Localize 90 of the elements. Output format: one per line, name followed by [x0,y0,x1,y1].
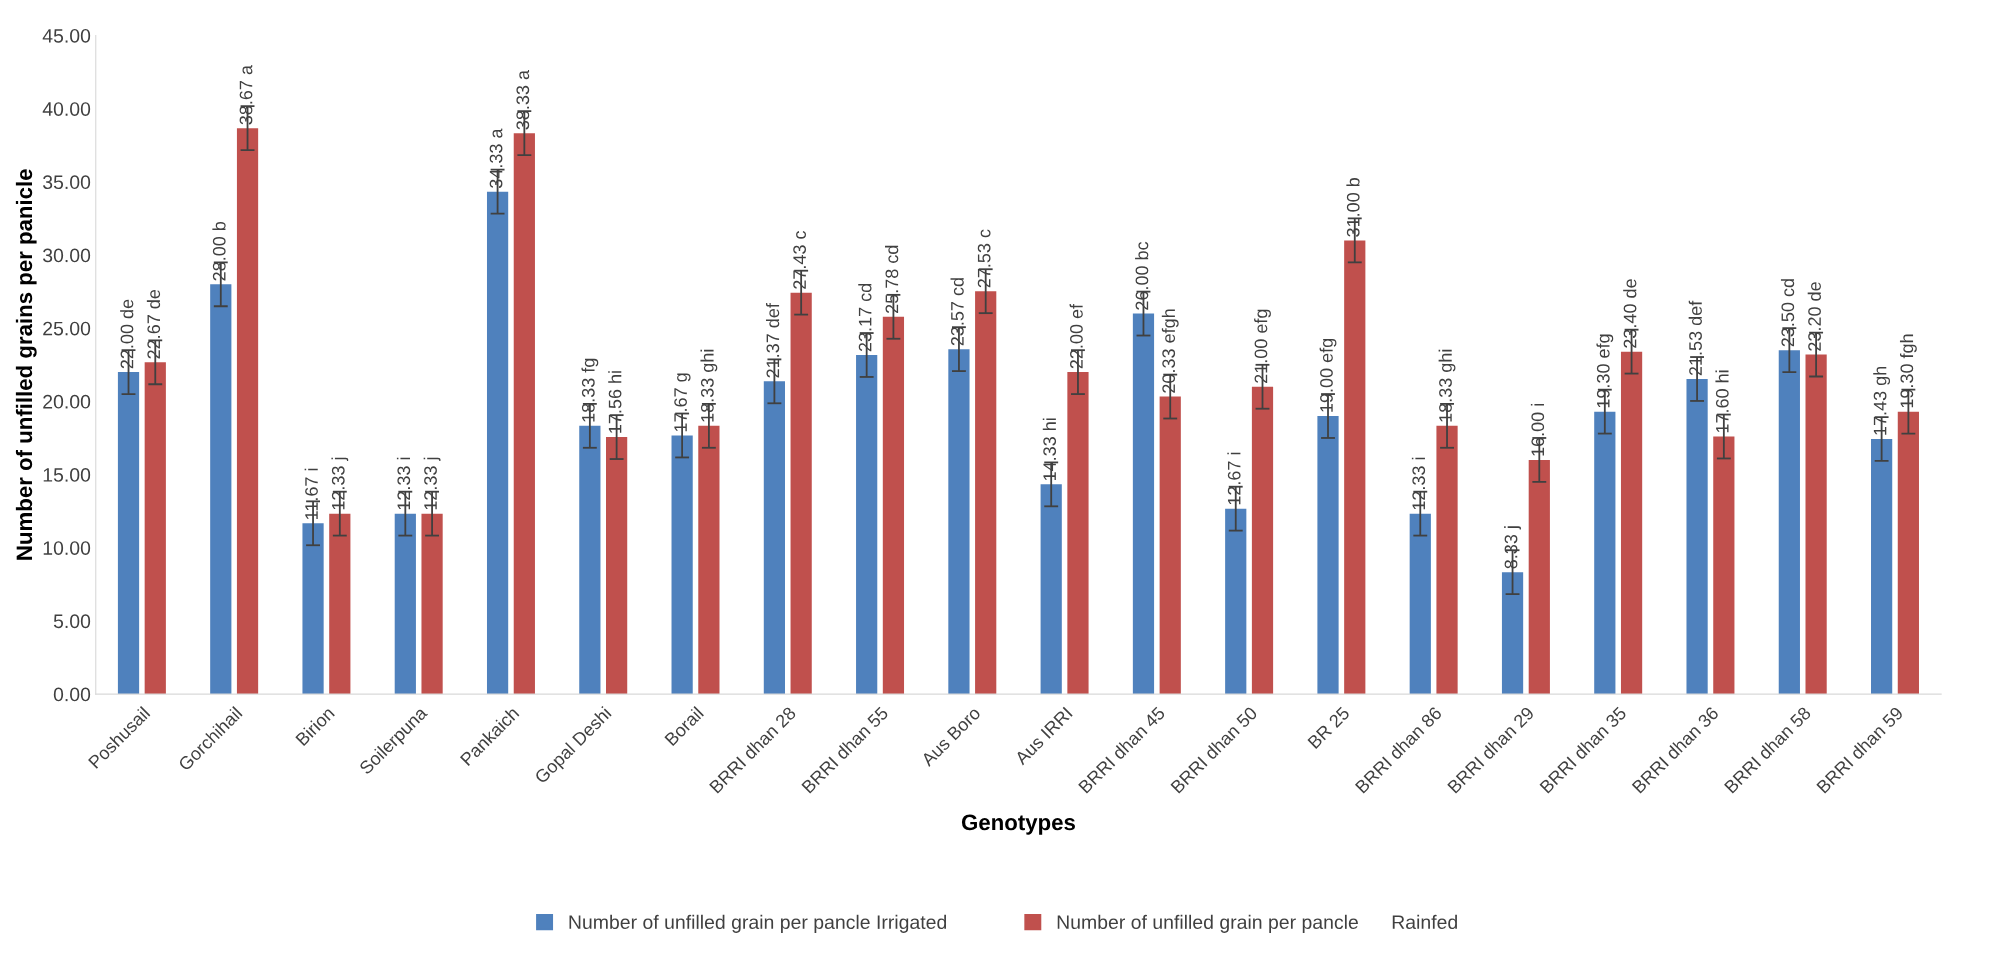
bar [394,513,416,695]
data-label: 19.30 efg [1596,334,1614,408]
data-label: 19.30 fgh [1899,334,1917,408]
y-tick-label: 15.00 [43,468,91,482]
data-label: 12.33 j [331,457,349,510]
data-label: 18.33 fg [581,358,599,422]
data-label: 23.17 cd [858,283,872,352]
bar [1805,354,1827,695]
data-label: 22.67 de [146,289,161,359]
y-tick-label: 45.00 [42,28,91,43]
bar [513,133,535,695]
data-label: 18.33 ghi [1438,349,1456,422]
bar [698,425,720,695]
bar [1251,386,1274,695]
bar [421,513,443,695]
data-label: 17.67 g [674,373,691,432]
bar [302,523,324,695]
bar [1871,439,1893,695]
legend-label: Number of unfilled grain per pancle Irrigated [569,914,947,933]
bar [975,291,997,695]
y-axis-title: Number of unfilled grains per panicle [15,169,37,560]
bar [1436,425,1458,695]
bar [1317,416,1339,695]
y-tick-label: 25.00 [43,321,91,336]
data-label: 27.53 c [977,229,991,288]
data-label: 23.20 de [1807,282,1821,351]
data-label: 16.00 i [1530,404,1545,456]
data-label: 14.33 hi [1042,418,1057,481]
bar [790,292,812,695]
data-label: 12.33 i [1411,457,1426,510]
legend-label: Number of unfilled grain per pancle Rainfed [1057,914,1457,933]
bar [486,191,509,695]
y-tick-label: 5.00 [53,614,91,629]
data-label: 21.53 def [1688,300,1702,376]
bar [1778,350,1800,695]
bar [1528,459,1550,695]
data-label: 12.33 j [423,457,441,510]
data-label: 31.00 b [1346,177,1360,237]
data-label: 21.00 efg [1254,309,1271,383]
data-label: 34.33 a [489,128,503,189]
y-tick-label: 35.00 [42,175,91,190]
data-label: 19.00 efg [1319,338,1337,412]
bar [210,284,232,695]
data-label: 23.57 cd [950,278,964,346]
bar [763,381,786,695]
data-label: 27.43 c [793,230,806,289]
bar [117,372,140,695]
data-label: 12.67 i [1227,452,1241,505]
bar [948,349,970,695]
y-tick-label: 20.00 [43,394,91,409]
bar [856,354,878,695]
data-label: 17.43 gh [1873,366,1891,435]
bar [671,435,693,695]
x-axis-title: Genotypes [961,814,1075,835]
bar [1344,240,1366,695]
bar [1897,411,1919,695]
data-label: 21.37 def [765,303,780,378]
bar [1409,513,1431,695]
bar [1040,484,1062,695]
y-tick-label: 40.00 [42,102,91,116]
bar [1067,372,1089,695]
bar [1225,508,1247,695]
bar [1132,313,1155,695]
data-label: 22.00 ef [1069,303,1083,369]
x-tick-label: BR 25 [1307,706,1351,749]
bar [144,362,166,695]
data-label: 23.40 de [1623,279,1637,348]
bar [606,437,628,695]
y-tick-label: 10.00 [43,541,91,555]
y-tick-label: 30.00 [42,248,91,263]
bar [579,425,601,695]
data-label: 17.60 hi [1715,370,1729,433]
bar [329,513,351,695]
bar [1159,396,1181,695]
bar [1594,411,1616,695]
data-label: 12.33 i [396,457,411,510]
data-label: 18.33 ghi [700,349,718,422]
bar [882,316,905,695]
data-label: 11.67 i [304,468,318,519]
bar [1713,436,1735,695]
bar [1620,351,1643,695]
bar [1686,379,1708,695]
bar [1501,572,1524,695]
data-label: 26.00 bc [1135,241,1149,310]
data-label: 17.56 hi [608,371,622,433]
data-label: 22.00 de [120,299,134,369]
bar [236,128,259,695]
y-tick-label: 0.00 [53,687,91,702]
data-label: 25.78 cd [885,245,899,313]
data-label: 8.33 j [1504,526,1521,569]
